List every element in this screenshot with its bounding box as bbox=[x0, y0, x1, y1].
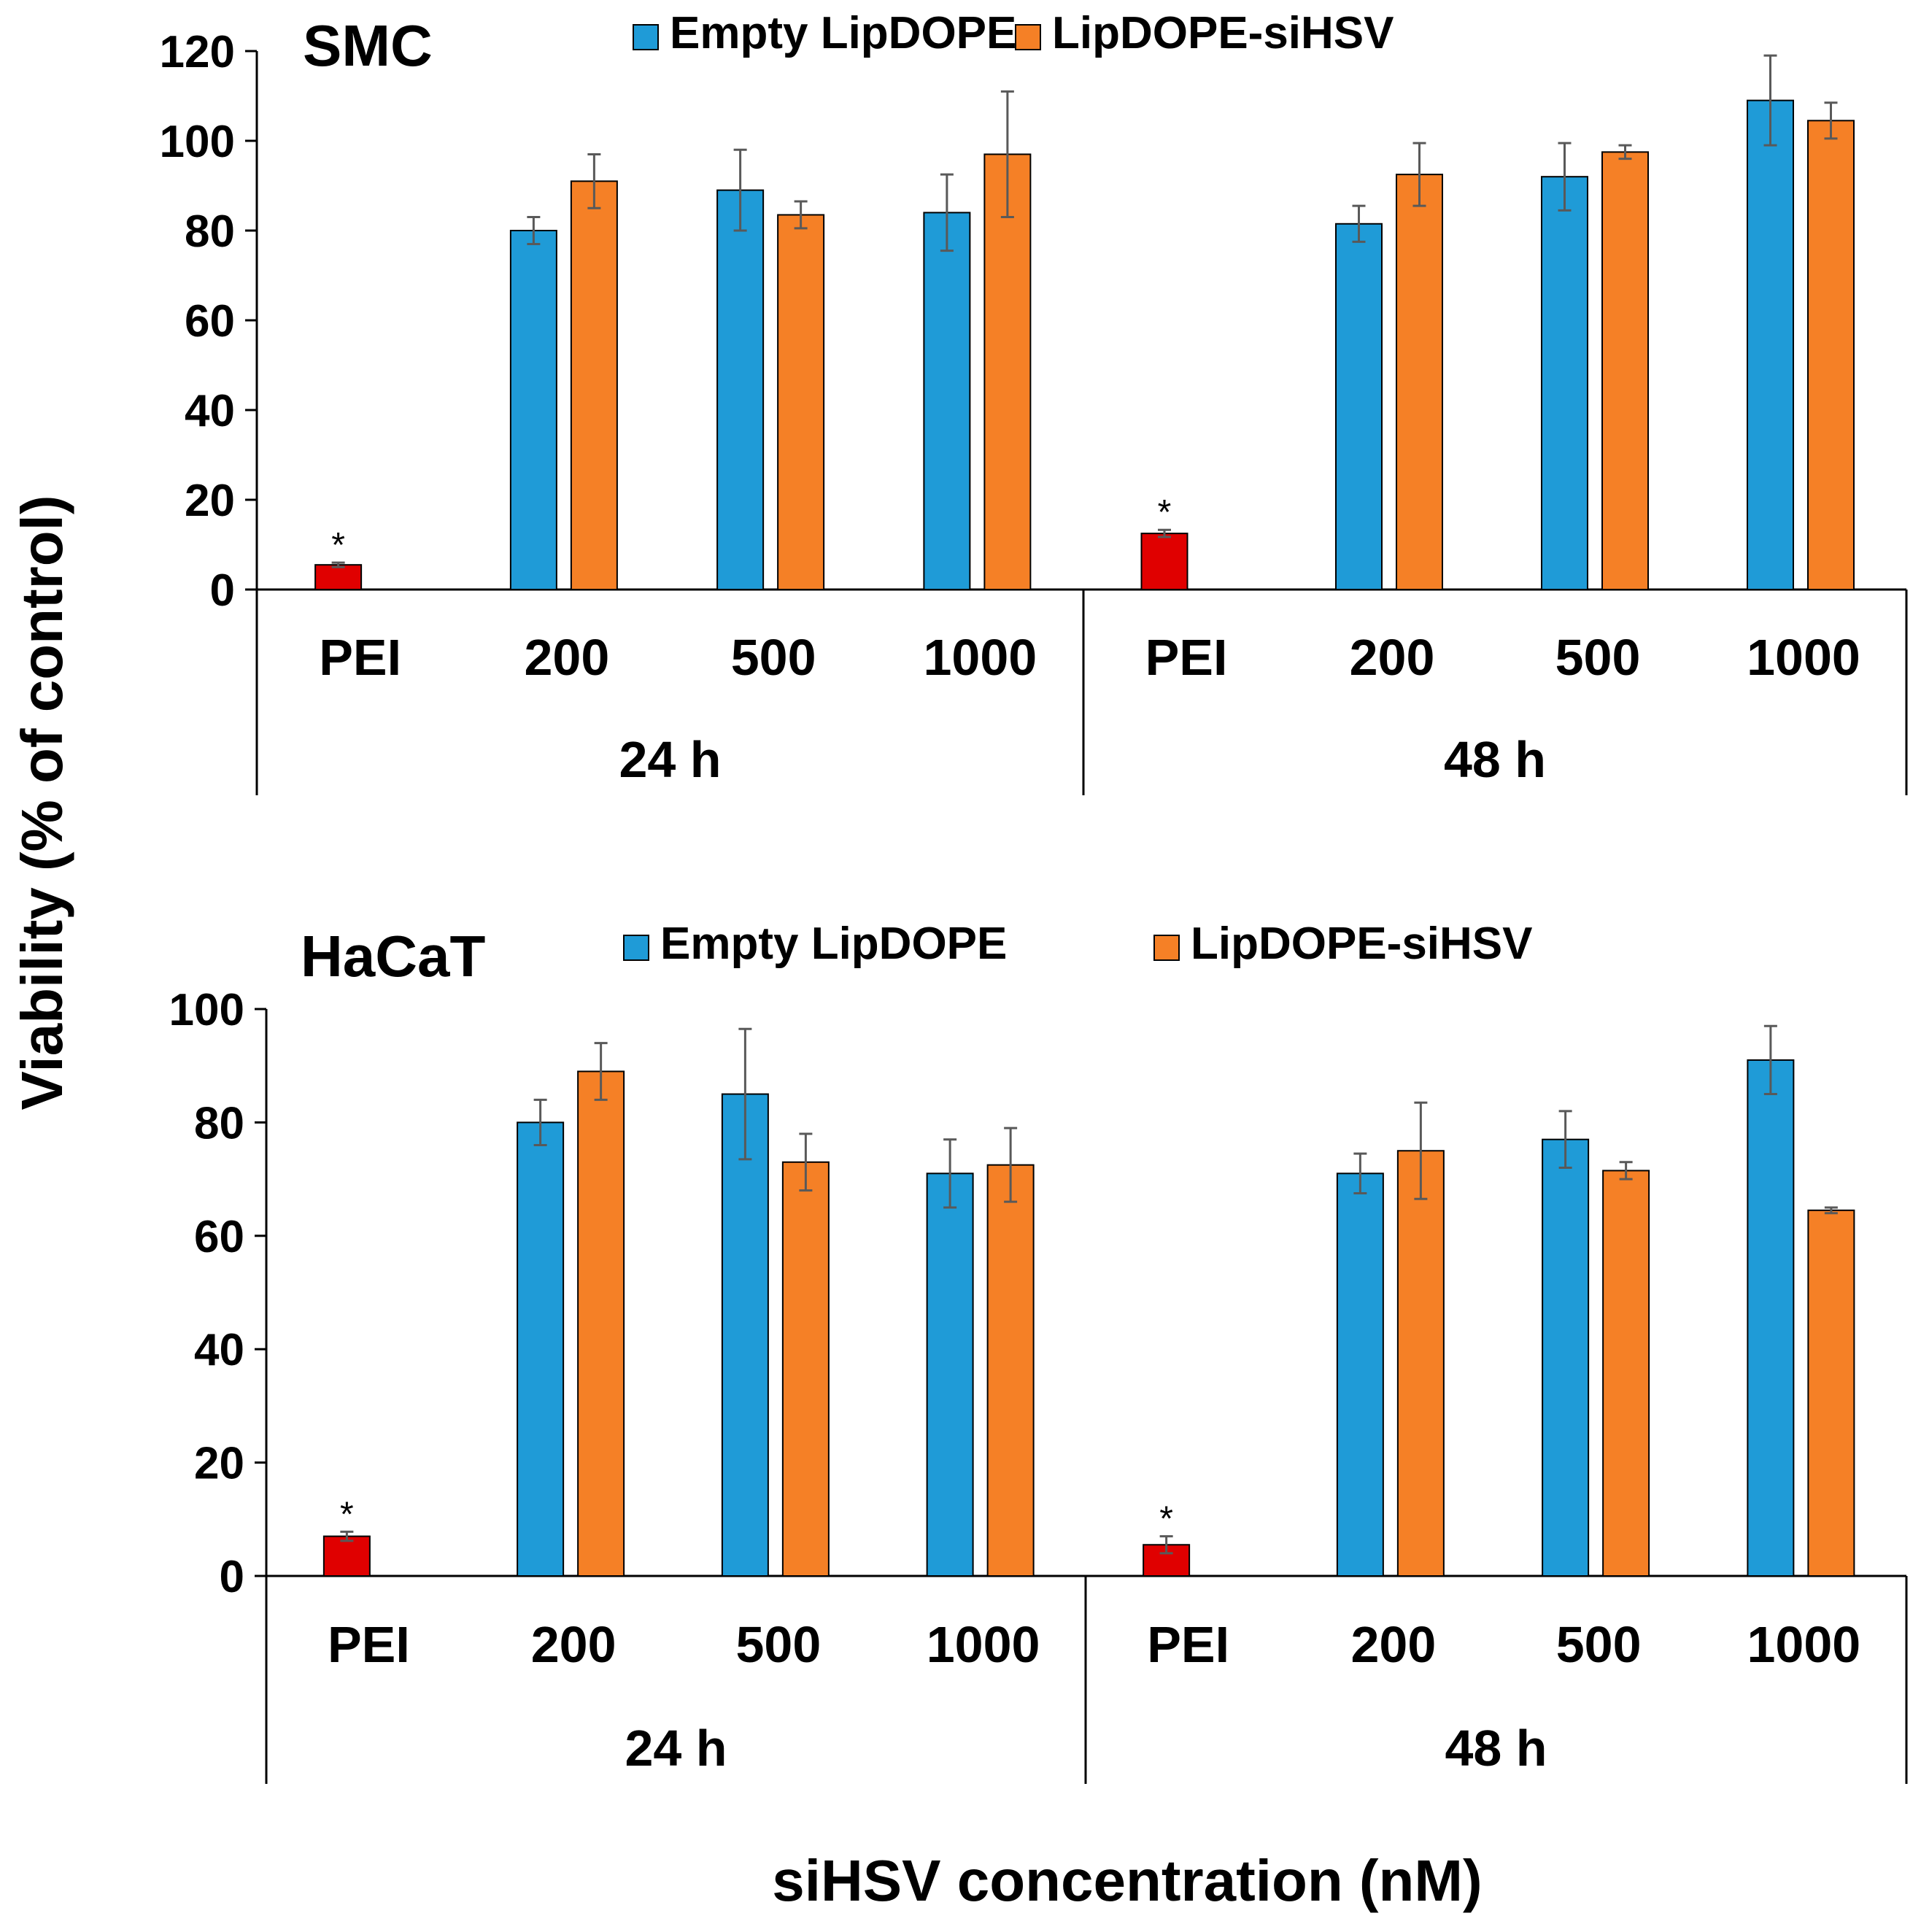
bar-sihsv bbox=[1396, 174, 1443, 590]
y-tick-label: 0 bbox=[210, 565, 235, 616]
chart-panel-smc: 0 20 40 60 80 100 120 SMC Empty LipDOPE LipDOPE-s… bbox=[160, 8, 1908, 795]
group-label: 24 h bbox=[619, 731, 721, 788]
y-tick-label: 120 bbox=[160, 27, 235, 77]
category-label: 200 bbox=[1350, 1616, 1436, 1673]
bar-sihsv bbox=[781, 1161, 830, 1577]
legend-swatch-empty bbox=[623, 935, 649, 961]
category-label: 1000 bbox=[927, 1616, 1040, 1673]
bar-empty bbox=[716, 189, 765, 590]
y-tick-label: 100 bbox=[160, 117, 235, 167]
category-label: 1000 bbox=[1747, 1616, 1861, 1673]
bar-empty bbox=[926, 1172, 974, 1577]
bar-empty bbox=[1335, 223, 1383, 590]
panels: 0 20 40 60 80 100 120 SMC Empty LipDOPE LipDOPE-s… bbox=[160, 8, 1908, 1784]
category-label: 200 bbox=[531, 1616, 617, 1673]
y-tick-label: 0 bbox=[220, 1552, 244, 1602]
bar-pei bbox=[314, 564, 363, 590]
y-tick-label: 100 bbox=[169, 985, 244, 1035]
bar-sihsv bbox=[1602, 1170, 1650, 1577]
y-tick-label: 80 bbox=[194, 1098, 244, 1148]
legend-swatch-empty bbox=[633, 24, 659, 50]
significance-star: * bbox=[1159, 1500, 1173, 1539]
category-label: 1000 bbox=[1747, 629, 1860, 686]
legend-label-empty: Empty LipDOPE bbox=[670, 8, 1016, 58]
category-label: PEI bbox=[328, 1616, 410, 1673]
category-label: 500 bbox=[731, 629, 816, 686]
legend-swatch-sihsv bbox=[1153, 935, 1180, 961]
bar-sihsv bbox=[1601, 151, 1649, 590]
legend-label-sihsv: LipDOPE-siHSV bbox=[1052, 8, 1394, 58]
category-label: 200 bbox=[1350, 629, 1435, 686]
bar-empty bbox=[721, 1093, 769, 1577]
category-label: 1000 bbox=[924, 629, 1037, 686]
category-label: 200 bbox=[524, 629, 609, 686]
bar-sihsv bbox=[983, 153, 1032, 590]
bar-sihsv bbox=[570, 180, 618, 591]
bar-empty bbox=[1336, 1172, 1384, 1577]
bar-empty bbox=[1541, 176, 1588, 590]
bar-sihsv bbox=[777, 214, 825, 591]
bar-empty bbox=[1747, 99, 1794, 590]
category-label: PEI bbox=[1147, 1616, 1229, 1673]
category-label: 500 bbox=[1556, 1616, 1642, 1673]
bar-sihsv bbox=[1807, 120, 1855, 590]
group-label: 48 h bbox=[1444, 731, 1546, 788]
category-label: PEI bbox=[319, 629, 401, 686]
bar-sihsv bbox=[1396, 1150, 1445, 1577]
bar-empty bbox=[923, 212, 971, 590]
y-tick-label: 60 bbox=[194, 1212, 244, 1262]
bar-sihsv bbox=[1807, 1209, 1855, 1577]
y-tick-label: 40 bbox=[185, 386, 235, 436]
chart-panel-hacat: 0 20 40 60 80 100 HaCaT Empty LipDOPE LipDOPE-si… bbox=[169, 919, 1908, 1784]
y-tick-label: 20 bbox=[194, 1439, 244, 1489]
y-tick-label: 60 bbox=[185, 296, 235, 347]
panel-title: HaCaT bbox=[301, 924, 486, 989]
significance-star: * bbox=[331, 526, 345, 565]
y-tick-label: 40 bbox=[194, 1325, 244, 1375]
y-tick-label: 80 bbox=[185, 206, 235, 257]
bar-pei bbox=[322, 1535, 371, 1577]
x-axis-title: siHSV concentration (nM) bbox=[772, 1848, 1482, 1913]
category-label: 500 bbox=[735, 1616, 821, 1673]
bar-empty bbox=[1542, 1138, 1590, 1577]
group-label: 48 h bbox=[1445, 1720, 1547, 1777]
panel-title: SMC bbox=[303, 13, 433, 78]
bar-empty bbox=[517, 1121, 565, 1577]
bar-empty bbox=[509, 230, 557, 590]
group-label: 24 h bbox=[625, 1720, 727, 1777]
significance-star: * bbox=[1158, 493, 1172, 532]
bar-pei bbox=[1140, 533, 1188, 590]
bar-sihsv bbox=[986, 1164, 1035, 1577]
y-axis-title: Viability (% of control) bbox=[9, 495, 74, 1110]
legend-swatch-sihsv bbox=[1015, 24, 1041, 50]
significance-star: * bbox=[340, 1495, 354, 1534]
y-tick-label: 20 bbox=[185, 476, 235, 526]
category-label: PEI bbox=[1145, 629, 1228, 686]
bar-sihsv bbox=[577, 1070, 625, 1577]
legend-label-empty: Empty LipDOPE bbox=[660, 919, 1007, 969]
bar-empty bbox=[1747, 1059, 1795, 1577]
legend-label-sihsv: LipDOPE-siHSV bbox=[1191, 919, 1533, 969]
category-label: 500 bbox=[1555, 629, 1641, 686]
